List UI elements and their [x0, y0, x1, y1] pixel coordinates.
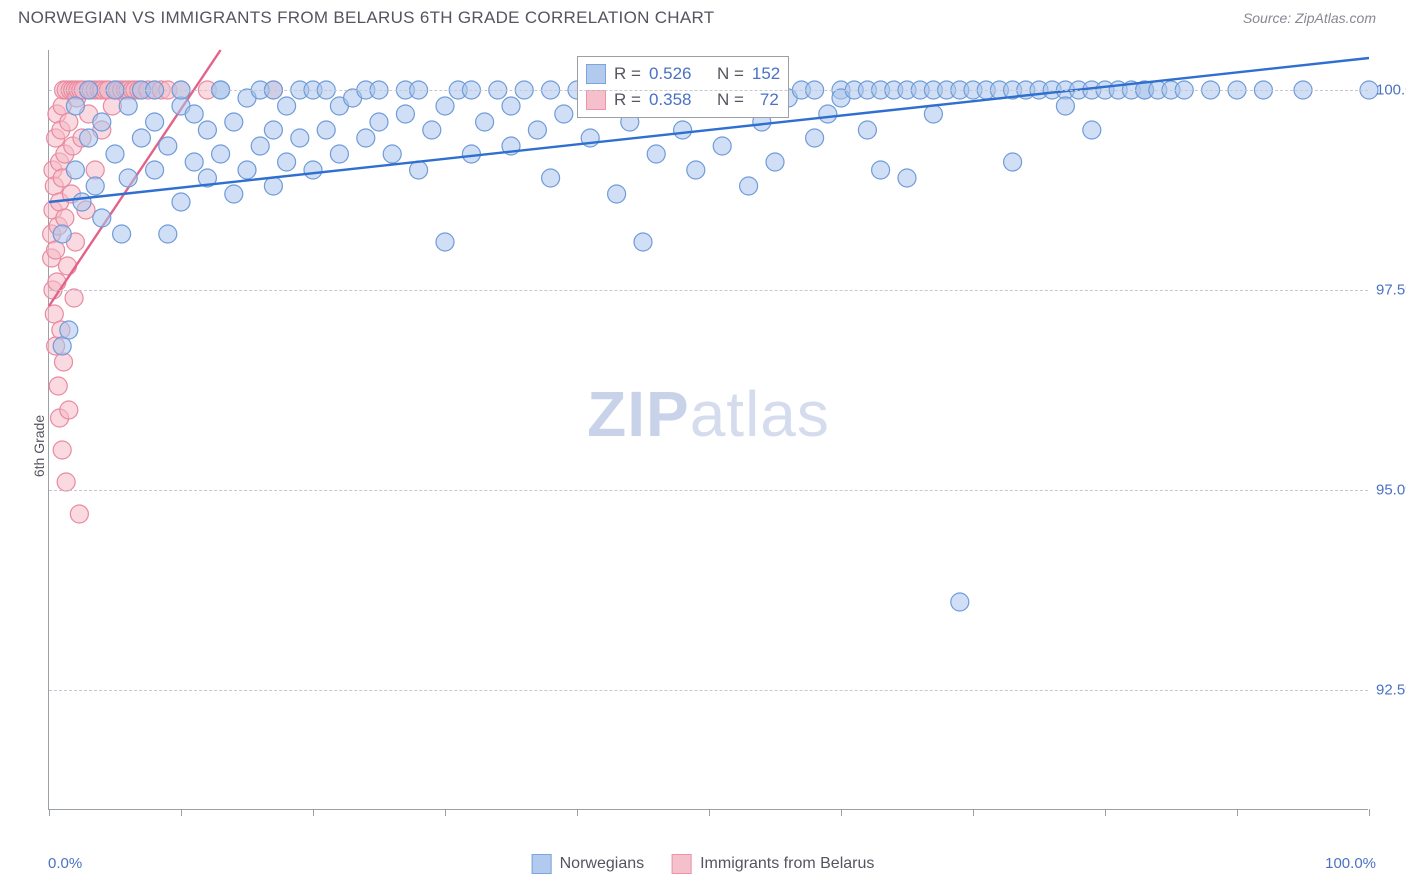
xtick — [973, 809, 974, 816]
xtick — [445, 809, 446, 816]
swatch-blue — [586, 64, 606, 84]
correlation-stats-box: R = 0.526 N = 152 R = 0.358 N = 72 — [577, 56, 789, 118]
scatter-svg — [49, 50, 1368, 809]
ytick-label: 100.0% — [1376, 82, 1406, 99]
gridline — [49, 490, 1368, 491]
xtick — [49, 809, 50, 816]
xtick — [577, 809, 578, 816]
plot-area: ZIPatlas R = 0.526 N = 152 R = 0.358 N =… — [48, 50, 1368, 810]
xtick — [313, 809, 314, 816]
chart-title: NORWEGIAN VS IMMIGRANTS FROM BELARUS 6TH… — [18, 8, 714, 28]
y-axis-label: 6th Grade — [31, 415, 47, 477]
ytick-label: 95.0% — [1376, 482, 1406, 499]
legend-swatch-blue — [532, 854, 552, 874]
chart-header: NORWEGIAN VS IMMIGRANTS FROM BELARUS 6TH… — [0, 0, 1406, 32]
legend-swatch-pink — [672, 854, 692, 874]
x-axis-max-label: 100.0% — [1325, 855, 1376, 872]
x-axis-min-label: 0.0% — [48, 855, 82, 872]
chart-source: Source: ZipAtlas.com — [1243, 10, 1376, 26]
xtick — [709, 809, 710, 816]
gridline — [49, 690, 1368, 691]
stats-row-blue: R = 0.526 N = 152 — [586, 61, 780, 87]
xtick — [1237, 809, 1238, 816]
swatch-pink — [586, 90, 606, 110]
legend-item-pink: Immigrants from Belarus — [672, 854, 874, 874]
bottom-legend: Norwegians Immigrants from Belarus — [532, 854, 875, 874]
gridline — [49, 290, 1368, 291]
legend-item-blue: Norwegians — [532, 854, 644, 874]
xtick — [1369, 809, 1370, 816]
ytick-label: 92.5% — [1376, 682, 1406, 699]
ytick-label: 97.5% — [1376, 282, 1406, 299]
xtick — [841, 809, 842, 816]
xtick — [1105, 809, 1106, 816]
gridline — [49, 90, 1368, 91]
xtick — [181, 809, 182, 816]
